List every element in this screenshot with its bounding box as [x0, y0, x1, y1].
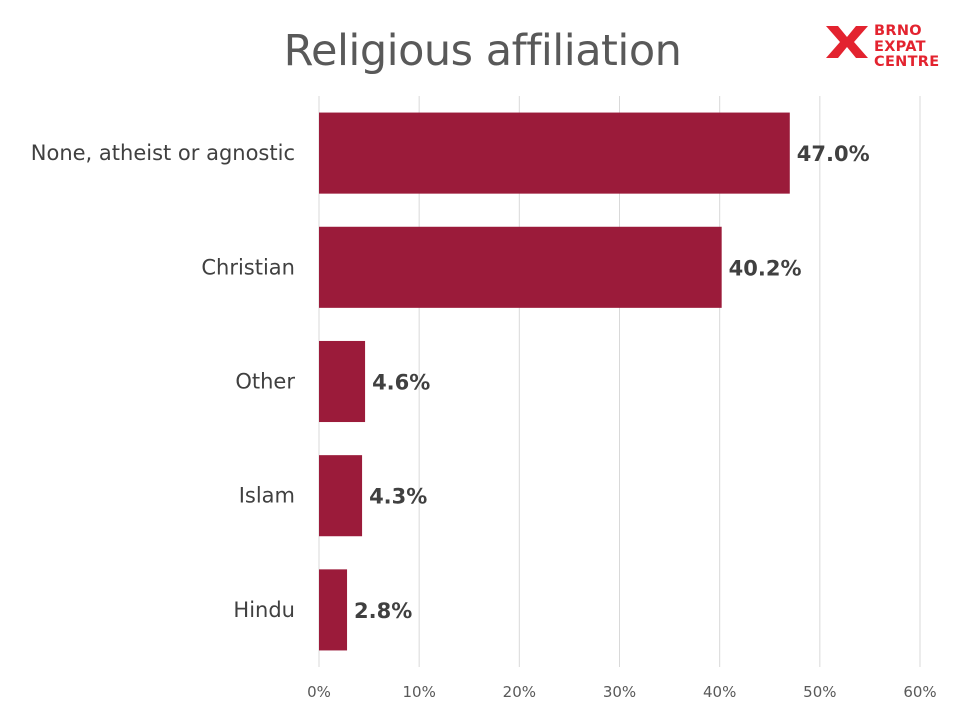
x-tick-label: 50%: [803, 683, 836, 701]
data-label: 4.3%: [369, 485, 427, 509]
data-label: 40.2%: [729, 256, 802, 280]
x-tick-label: 20%: [503, 683, 536, 701]
logo-line-3: CENTRE: [874, 54, 940, 70]
bar: [319, 455, 363, 537]
bar: [319, 340, 366, 423]
bar: [319, 112, 790, 194]
category-label: Other: [235, 370, 295, 394]
logo-line-1: BRNO: [874, 23, 922, 39]
x-tick-label: 10%: [402, 683, 435, 701]
x-tick-label: 0%: [307, 683, 331, 701]
x-tick-label: 60%: [903, 683, 936, 701]
data-label: 4.6%: [372, 371, 430, 395]
brno-expat-centre-logo: BRNO EXPAT CENTRE: [826, 23, 946, 74]
data-label: 47.0%: [797, 142, 870, 166]
x-tick-label: 30%: [603, 683, 636, 701]
category-label: Christian: [201, 255, 295, 279]
bar: [319, 226, 722, 308]
logo-x-mark-icon: [826, 26, 868, 58]
bar: [319, 569, 348, 651]
category-label: Hindu: [233, 598, 295, 622]
data-label: 2.8%: [354, 599, 412, 623]
logo-line-2: EXPAT: [874, 38, 926, 55]
logo-text: BRNO EXPAT CENTRE: [874, 23, 954, 71]
chart-title: Religious affiliation: [283, 26, 682, 76]
x-tick-label: 40%: [703, 683, 736, 701]
category-label: None, atheist or agnostic: [31, 141, 295, 165]
category-label: Islam: [239, 484, 295, 508]
